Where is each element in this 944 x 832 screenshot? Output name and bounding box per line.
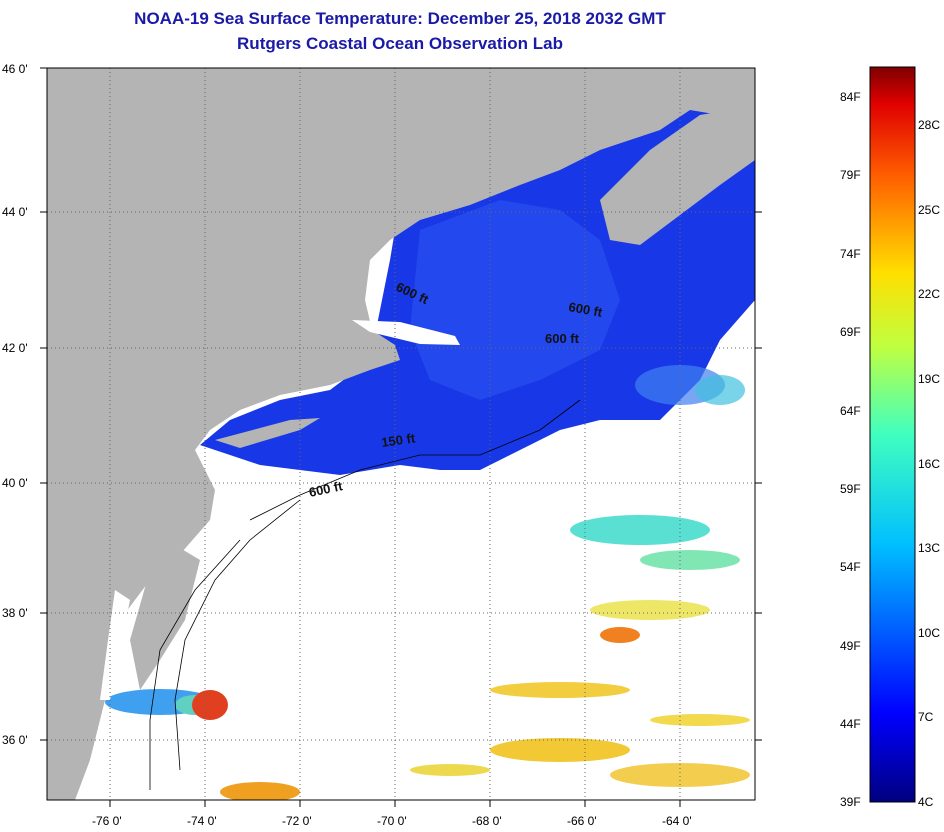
colorbar-c-label: 16C <box>918 457 940 471</box>
contour-label: 150 ft <box>380 430 416 450</box>
lon-label: -76 0' <box>92 814 122 828</box>
map-subtitle: Rutgers Coastal Ocean Observation Lab <box>237 34 563 53</box>
land-long-island <box>215 418 320 448</box>
colorbar-c-label: 25C <box>918 203 940 217</box>
lat-label: 36 0' <box>2 733 28 747</box>
lat-label: 44 0' <box>2 205 28 219</box>
lat-label: 38 0' <box>2 606 28 620</box>
lat-label: 42 0' <box>2 341 28 355</box>
lat-label: 46 0' <box>2 62 28 76</box>
colorbar-f-label: 69F <box>840 325 861 339</box>
colorbar-c-label: 28C <box>918 118 940 132</box>
lon-label: -68 0' <box>472 814 502 828</box>
lon-label: -70 0' <box>377 814 407 828</box>
map-frame <box>46 67 756 801</box>
colorbar-f-label: 84F <box>840 90 861 104</box>
contour-label: 600 ft <box>545 331 580 346</box>
contour-label: 600 ft <box>308 478 345 500</box>
colorbar-c-label: 22C <box>918 287 940 301</box>
chesapeake-bay <box>100 590 130 700</box>
colorbar-f-label: 79F <box>840 168 861 182</box>
colorbar-f-label: 39F <box>840 795 861 809</box>
colorbar-f-label: 59F <box>840 482 861 496</box>
map-title: NOAA-19 Sea Surface Temperature: Decembe… <box>134 9 666 28</box>
colorbar-c-label: 13C <box>918 541 940 555</box>
land-delmarva <box>130 545 200 690</box>
cape-cod-cloud <box>352 320 460 345</box>
lon-label: -66 0' <box>567 814 597 828</box>
colorbar-c-label: 10C <box>918 626 940 640</box>
cold-water-inner <box>410 200 620 400</box>
lon-label: -74 0' <box>187 814 217 828</box>
colorbar-f-label: 64F <box>840 404 861 418</box>
frame-ticks <box>40 67 762 807</box>
colorbar-f-label: 74F <box>840 247 861 261</box>
land-nova-scotia <box>600 110 755 245</box>
colorbar-f-label: 54F <box>840 560 861 574</box>
lat-label: 40 0' <box>2 476 28 490</box>
colorbar-f-label: 49F <box>840 639 861 653</box>
lon-label: -64 0' <box>662 814 692 828</box>
lon-label: -72 0' <box>282 814 312 828</box>
isobaths <box>149 399 581 790</box>
contour-label: 600 ft <box>567 299 604 320</box>
land-us-mainland <box>47 68 755 800</box>
colorbar <box>869 66 916 803</box>
colorbar-f-label: 44F <box>840 717 861 731</box>
warm-water-patches <box>105 365 750 800</box>
colorbar-c-label: 7C <box>918 710 934 724</box>
colorbar-c-label: 4C <box>918 795 934 809</box>
colorbar-c-label: 19C <box>918 372 940 386</box>
